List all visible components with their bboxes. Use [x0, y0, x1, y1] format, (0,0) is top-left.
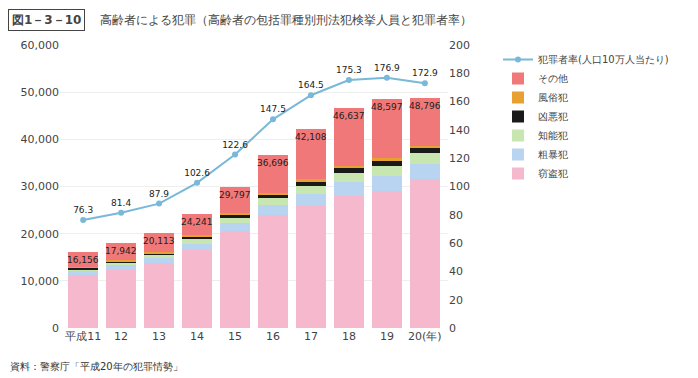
- svg-text:122.6: 122.6: [222, 140, 248, 150]
- svg-text:12: 12: [114, 330, 128, 343]
- svg-text:10,000: 10,000: [21, 275, 60, 288]
- svg-text:知能犯: 知能犯: [538, 130, 568, 141]
- svg-text:16: 16: [266, 330, 280, 343]
- svg-text:凶悪犯: 凶悪犯: [538, 111, 568, 122]
- svg-text:200: 200: [449, 39, 470, 52]
- svg-text:14: 14: [190, 330, 204, 343]
- svg-text:60,000: 60,000: [21, 39, 60, 52]
- svg-text:36,696: 36,696: [257, 158, 289, 168]
- svg-text:172.9: 172.9: [412, 68, 438, 78]
- svg-text:50,000: 50,000: [21, 86, 60, 99]
- svg-text:24,241: 24,241: [181, 217, 213, 227]
- svg-text:17,942: 17,942: [105, 246, 137, 256]
- svg-text:176.9: 176.9: [374, 63, 400, 73]
- svg-text:犯罪者率(人口10万人当たり): 犯罪者率(人口10万人当たり): [538, 54, 669, 65]
- svg-text:40,000: 40,000: [21, 133, 60, 146]
- svg-text:窃盗犯: 窃盗犯: [538, 168, 568, 179]
- svg-text:18: 18: [342, 330, 356, 343]
- svg-text:147.5: 147.5: [260, 104, 286, 114]
- svg-text:平成11: 平成11: [65, 330, 101, 343]
- svg-text:102.6: 102.6: [184, 168, 210, 178]
- svg-text:19: 19: [380, 330, 394, 343]
- svg-text:20: 20: [449, 294, 463, 307]
- svg-text:40: 40: [449, 265, 463, 278]
- svg-text:資料：警察庁「平成20年の犯罪情勢」: 資料：警察庁「平成20年の犯罪情勢」: [10, 361, 183, 372]
- svg-text:粗暴犯: 粗暴犯: [538, 149, 568, 160]
- svg-text:20,113: 20,113: [143, 236, 175, 246]
- svg-text:160: 160: [449, 95, 470, 108]
- svg-text:100: 100: [449, 180, 470, 193]
- svg-text:48,796: 48,796: [409, 101, 441, 111]
- svg-text:その他: その他: [538, 73, 568, 84]
- svg-text:20(年): 20(年): [408, 330, 442, 343]
- svg-text:164.5: 164.5: [298, 80, 324, 90]
- svg-text:30,000: 30,000: [21, 180, 60, 193]
- svg-text:17: 17: [304, 330, 318, 343]
- svg-text:高齢者による犯罪（高齢者の包括罪種別刑法犯検挙人員と犯罪者率: 高齢者による犯罪（高齢者の包括罪種別刑法犯検挙人員と犯罪者率）: [100, 13, 472, 27]
- svg-text:76.3: 76.3: [73, 205, 93, 215]
- svg-text:175.3: 175.3: [336, 65, 362, 75]
- svg-text:81.4: 81.4: [111, 198, 131, 208]
- svg-text:16,156: 16,156: [67, 255, 99, 265]
- svg-text:42,108: 42,108: [295, 132, 327, 142]
- svg-text:46,637: 46,637: [333, 111, 365, 121]
- svg-text:87.9: 87.9: [149, 189, 169, 199]
- svg-text:60: 60: [449, 237, 463, 250]
- svg-text:120: 120: [449, 152, 470, 165]
- svg-text:29,797: 29,797: [219, 190, 251, 200]
- svg-text:風俗犯: 風俗犯: [538, 92, 568, 103]
- svg-text:0: 0: [52, 322, 59, 335]
- svg-text:140: 140: [449, 124, 470, 137]
- svg-text:48,597: 48,597: [371, 102, 403, 112]
- svg-text:15: 15: [228, 330, 242, 343]
- svg-text:20,000: 20,000: [21, 228, 60, 241]
- svg-text:0: 0: [449, 322, 456, 335]
- svg-text:80: 80: [449, 209, 463, 222]
- svg-text:13: 13: [152, 330, 166, 343]
- svg-text:180: 180: [449, 67, 470, 80]
- svg-text:図1－3－10: 図1－3－10: [12, 13, 81, 27]
